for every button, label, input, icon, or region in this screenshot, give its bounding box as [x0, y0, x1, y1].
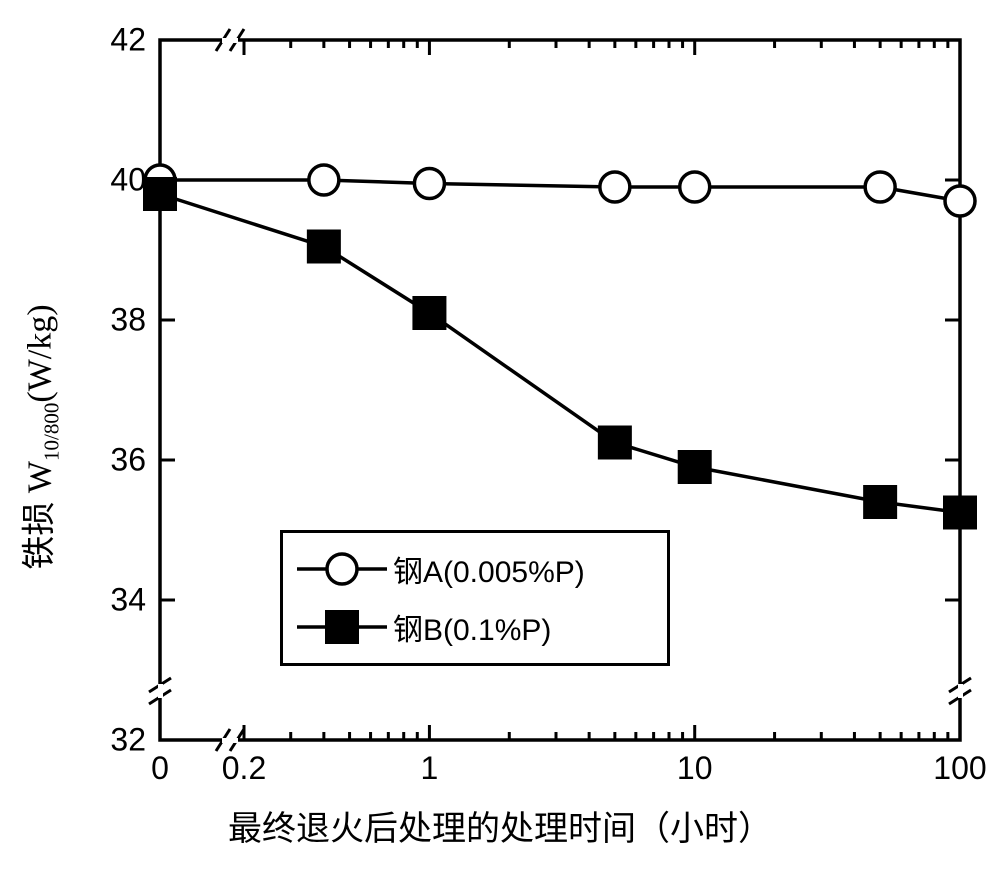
series-b-marker	[944, 497, 976, 529]
tick-label: 100	[933, 750, 986, 787]
legend-label: 钢A(0.005%P)	[393, 547, 585, 591]
tick-label: 0.2	[222, 750, 266, 787]
series-a-line	[160, 180, 960, 201]
series-b-marker	[413, 297, 445, 329]
tick-label: 10	[677, 750, 713, 787]
tick-label: 1	[421, 750, 439, 787]
series-b-line	[160, 194, 960, 513]
tick-label: 42	[110, 22, 146, 59]
tick-label: 38	[110, 302, 146, 339]
legend-marker-a	[297, 551, 387, 587]
chart-plot-svg	[0, 0, 1000, 874]
y-label-sub: 10/800	[39, 403, 63, 461]
legend-marker-b	[297, 609, 387, 645]
y-label-main: 铁损 W	[22, 461, 59, 570]
series-b-marker	[599, 427, 631, 459]
series-a-marker	[414, 169, 444, 199]
legend: 钢A(0.005%P) 钢B(0.1%P)	[280, 530, 670, 666]
series-a-marker	[680, 172, 710, 202]
series-a-marker	[309, 165, 339, 195]
series-a-marker	[865, 172, 895, 202]
series-b-marker	[864, 486, 896, 518]
legend-label: 钢B(0.1%P)	[393, 605, 551, 649]
legend-item-b: 钢B(0.1%P)	[297, 605, 653, 649]
tick-label: 34	[110, 582, 146, 619]
series-a-marker	[945, 186, 975, 216]
y-label-unit: (W/kg)	[22, 304, 59, 402]
series-b-marker	[308, 231, 340, 263]
series-b-marker	[679, 451, 711, 483]
tick-label: 40	[110, 162, 146, 199]
tick-label: 36	[110, 442, 146, 479]
tick-label: 0	[151, 750, 169, 787]
series-a-marker	[600, 172, 630, 202]
y-axis-label: 铁损 W10/800(W/kg)	[12, 304, 65, 569]
series-b-marker	[144, 178, 176, 210]
x-axis-label: 最终退火后处理的处理时间（小时）	[0, 801, 1000, 850]
tick-label: 32	[110, 722, 146, 759]
iron-loss-chart: 铁损 W10/800(W/kg) 最终退火后处理的处理时间（小时） 32 34 36…	[0, 0, 1000, 874]
legend-item-a: 钢A(0.005%P)	[297, 547, 653, 591]
